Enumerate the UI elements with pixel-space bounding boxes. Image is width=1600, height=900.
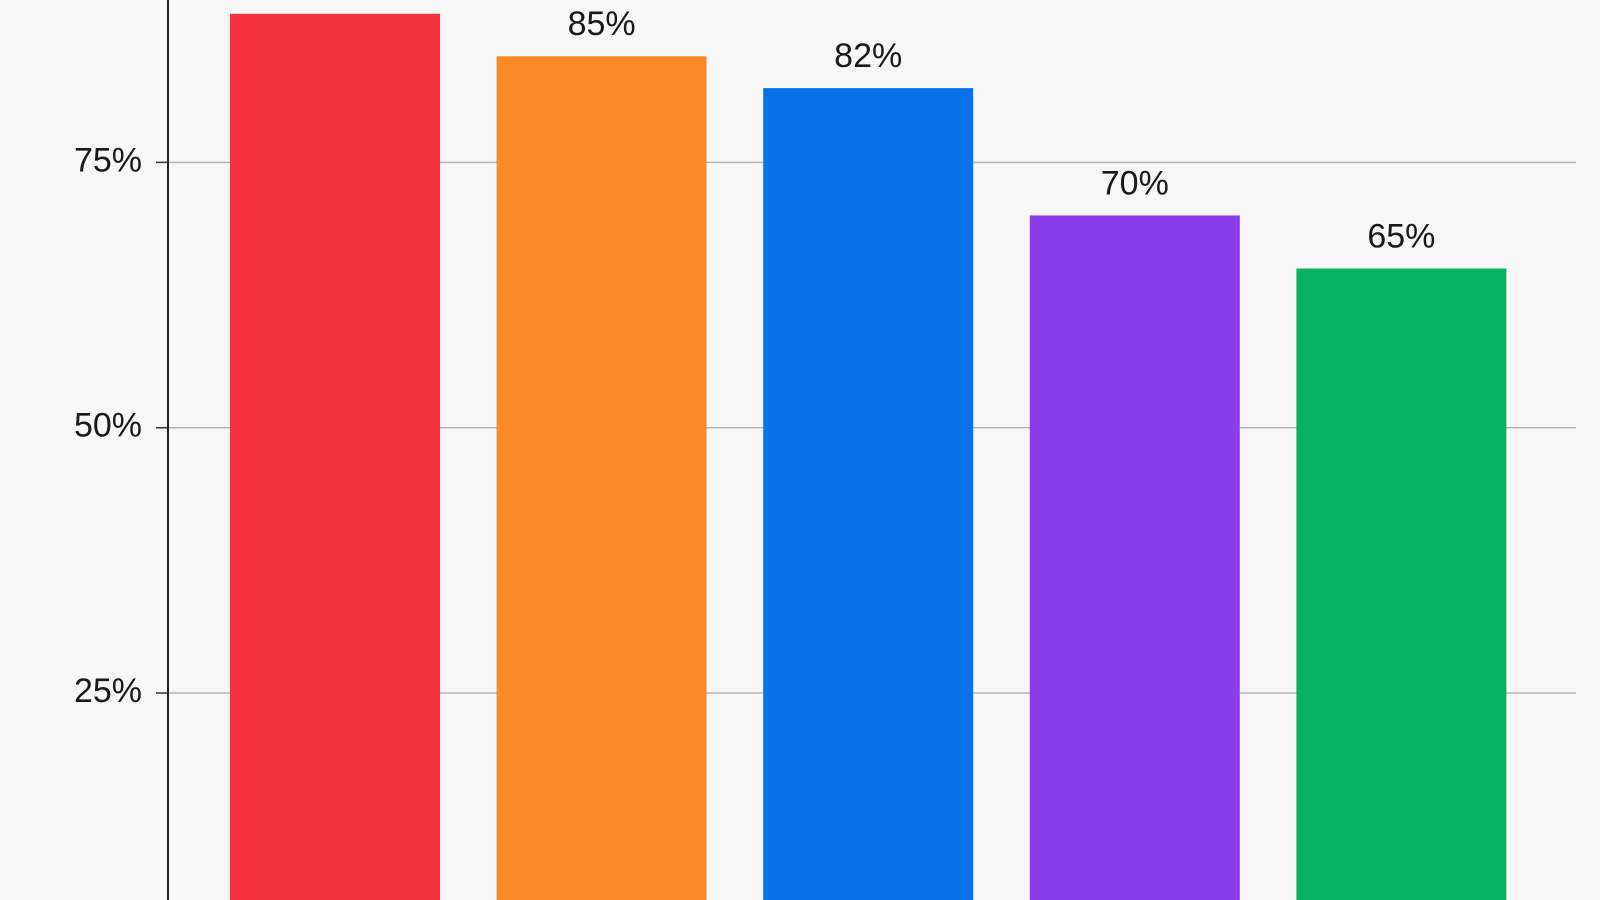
bar [1029, 215, 1240, 900]
value-label: 85% [568, 5, 636, 43]
value-label: 65% [1367, 217, 1435, 255]
y-tick-label: 75% [74, 141, 142, 179]
bar [496, 56, 707, 900]
value-label: 82% [834, 37, 902, 75]
value-label: 70% [1101, 164, 1169, 202]
bar [1296, 268, 1507, 900]
bar [763, 88, 974, 900]
bar [230, 13, 440, 900]
y-tick-label: 25% [74, 672, 142, 710]
y-tick-label: 50% [74, 407, 142, 445]
